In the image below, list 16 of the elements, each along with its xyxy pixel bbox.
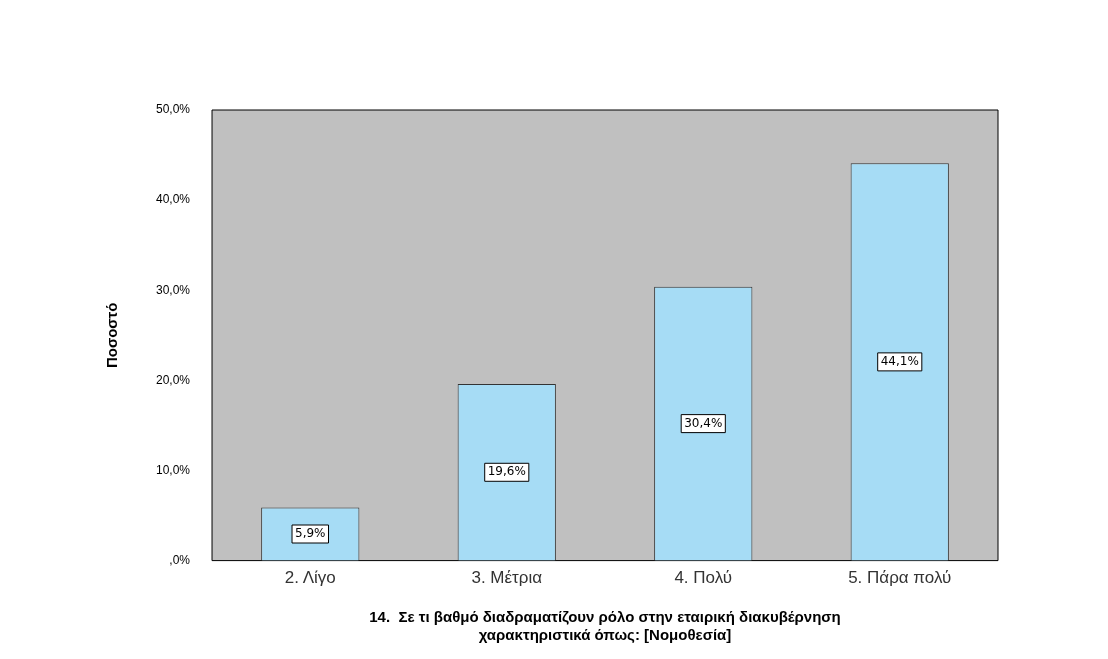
x-tick-label: 2. Λίγο: [284, 568, 336, 588]
y-tick-label: 30,0%: [155, 282, 191, 297]
data-label: 30,4%: [684, 415, 723, 430]
x-tick-label: 5. Πάρα πολύ: [848, 568, 952, 588]
y-tick-label: 50,0%: [155, 102, 191, 117]
y-tick-label: 20,0%: [155, 372, 191, 387]
x-tick-label: 4. Πολύ: [674, 568, 733, 588]
data-label: 44,1%: [880, 354, 919, 369]
y-tick-label: ,0%: [169, 552, 191, 567]
data-label: 5,9%: [295, 526, 326, 541]
y-tick-label: 10,0%: [155, 462, 191, 477]
y-axis-title: Ποσοστό: [103, 302, 121, 369]
y-tick-label: 40,0%: [155, 192, 191, 207]
x-axis-title: 14. Σε τι βαθμό διαδραματίζουν ρόλο στην εταιρική διακυβέρνηση χαρακτηριστικά όπως: [Νομοθεσία]: [369, 608, 841, 644]
x-tick-label: 3. Μέτρια: [471, 568, 543, 588]
data-label: 19,6%: [487, 464, 526, 479]
